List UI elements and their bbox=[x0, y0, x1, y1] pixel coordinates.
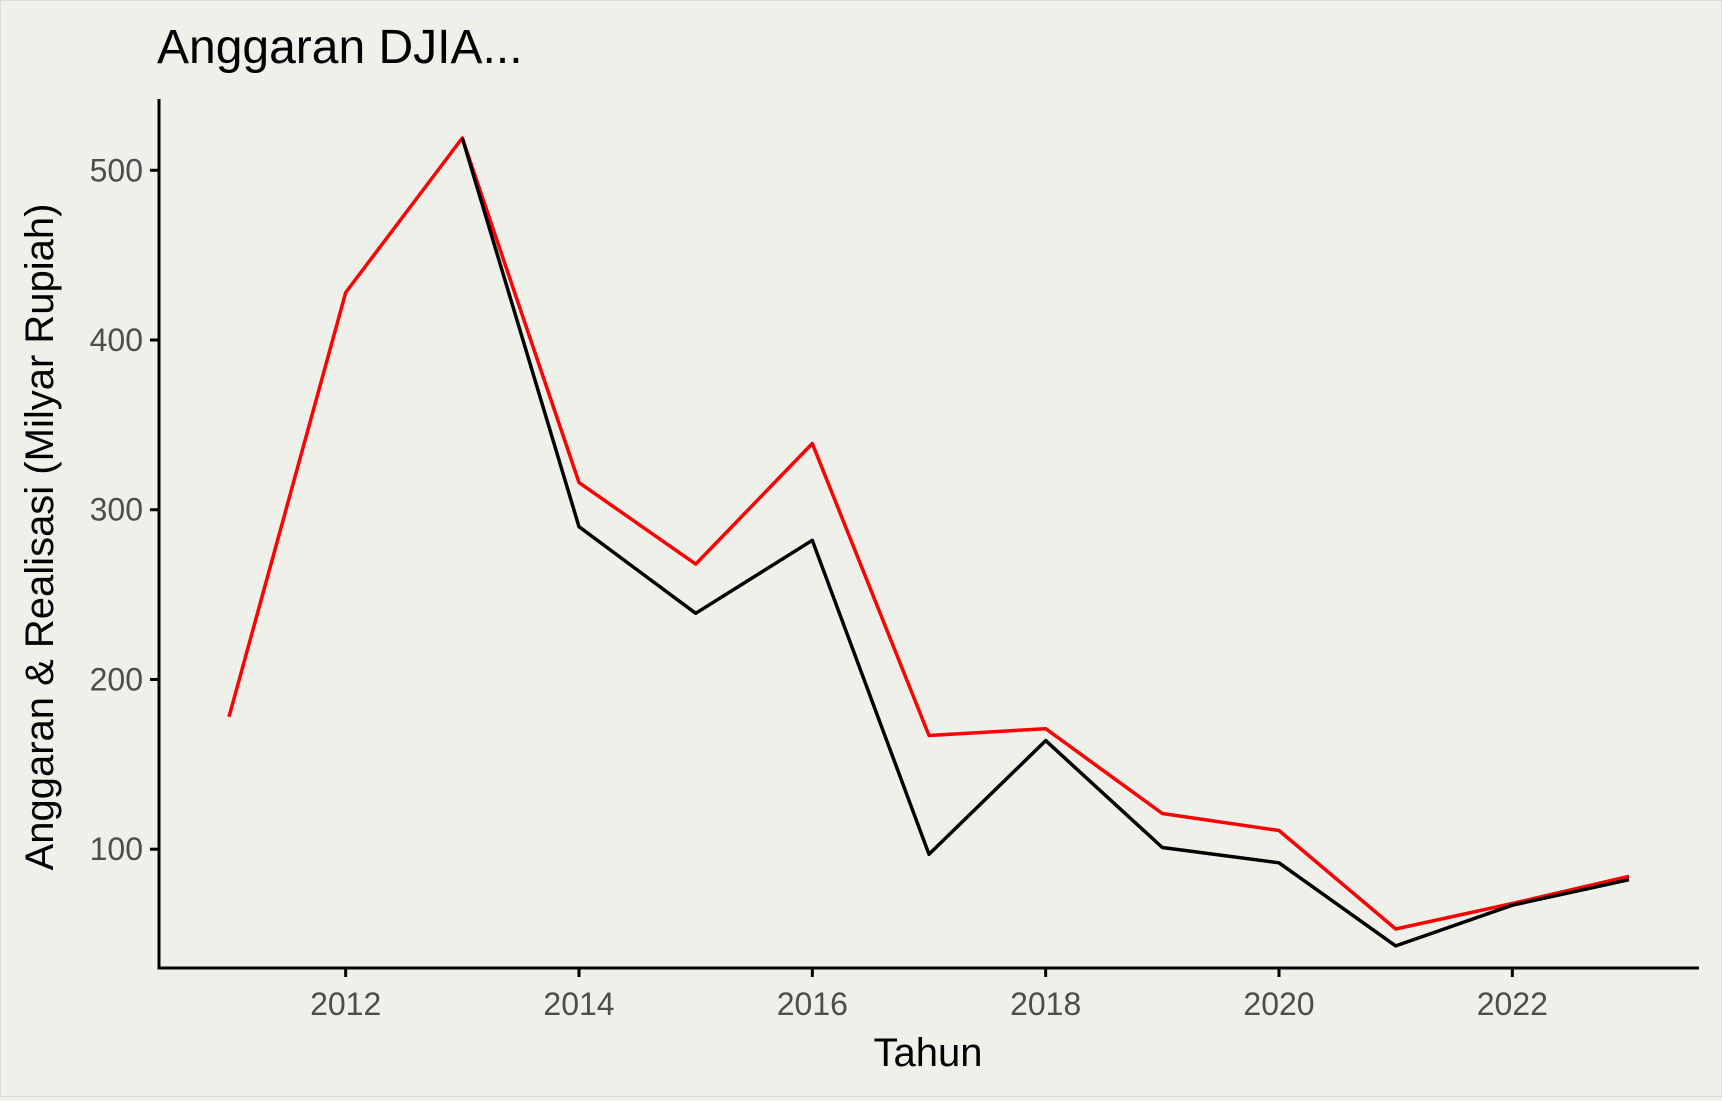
x-tick-label: 2018 bbox=[1010, 986, 1081, 1022]
x-tick-label: 2014 bbox=[543, 986, 614, 1022]
y-axis-title: Anggaran & Realisasi (Milyar Rupiah) bbox=[18, 204, 62, 871]
axis-lines bbox=[157, 99, 1699, 970]
x-tick-label: 2012 bbox=[310, 986, 381, 1022]
y-tick-label: 400 bbox=[90, 322, 143, 358]
x-axis-ticks: 2012 2014 2016 2018 2020 2022 bbox=[310, 968, 1548, 1022]
x-axis-title: Tahun bbox=[874, 1031, 983, 1075]
series-line-2 bbox=[460, 137, 1630, 948]
x-tick-label: 2020 bbox=[1243, 986, 1314, 1022]
axes-layer bbox=[157, 99, 1699, 970]
y-tick-label: 100 bbox=[90, 831, 143, 867]
series-line-1 bbox=[227, 136, 1630, 931]
x-tick-label: 2022 bbox=[1477, 986, 1548, 1022]
y-tick-label: 200 bbox=[90, 661, 143, 697]
series-layer bbox=[227, 136, 1630, 948]
y-tick-label: 500 bbox=[90, 152, 143, 188]
y-axis-ticks: 100 200 300 400 500 bbox=[90, 152, 159, 867]
y-tick-label: 300 bbox=[90, 492, 143, 528]
chart-title: Anggaran DJIA... bbox=[157, 21, 523, 74]
x-tick-label: 2016 bbox=[777, 986, 848, 1022]
